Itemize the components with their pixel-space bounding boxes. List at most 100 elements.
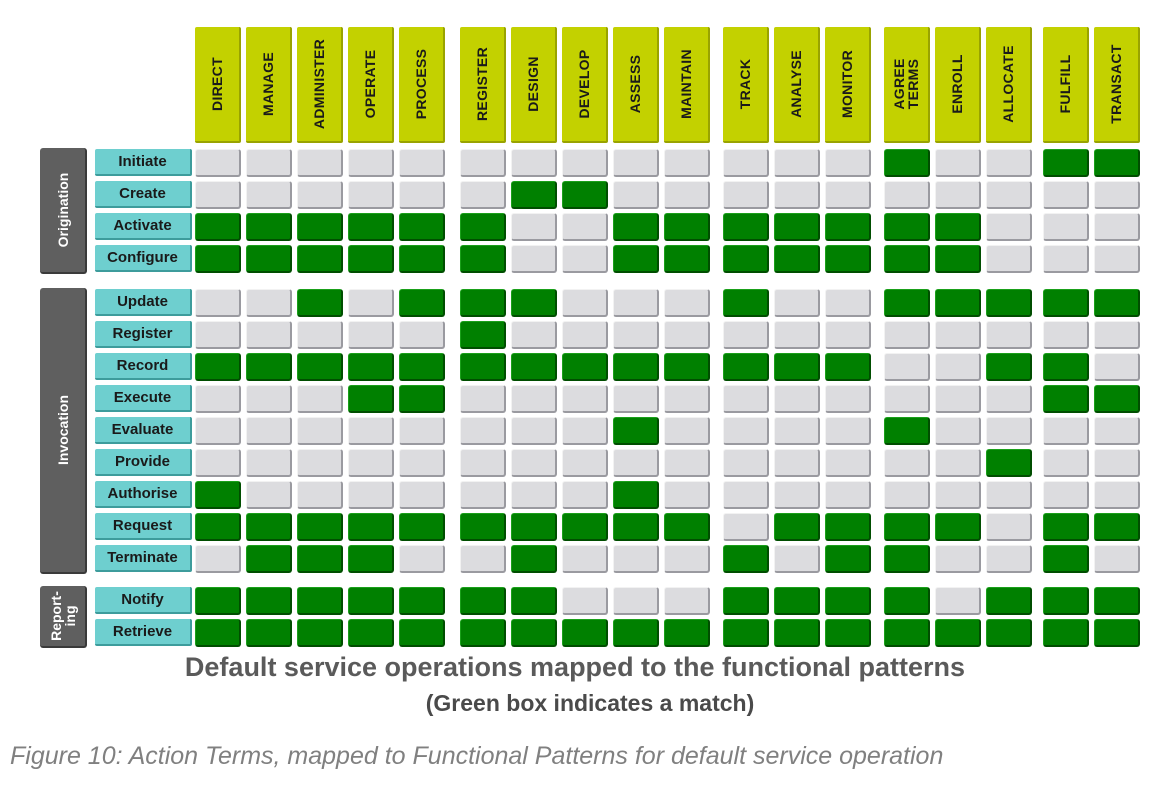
empty-cell [935,181,981,209]
empty-cell [562,149,608,177]
match-cell [297,587,343,615]
group-label-text: Origination [54,172,71,248]
empty-cell [723,513,769,541]
empty-cell [195,149,241,177]
row-label-record: Record [95,353,192,380]
match-cell [986,619,1032,647]
empty-cell [613,587,659,615]
match-cell [562,513,608,541]
column-header-label: OPERATE [362,49,378,119]
match-cell [935,245,981,273]
empty-cell [935,449,981,477]
empty-cell [613,181,659,209]
match-cell [562,353,608,381]
match-cell [613,245,659,273]
match-cell [613,481,659,509]
empty-cell [1094,417,1140,445]
empty-cell [723,481,769,509]
column-header-transact: TRANSACT [1094,27,1140,143]
empty-cell [562,385,608,413]
match-cell [884,149,930,177]
empty-cell [884,385,930,413]
empty-cell [1043,321,1089,349]
row-label-initiate: Initiate [95,149,192,176]
column-header-allocate: ALLOCATE [986,27,1032,143]
match-cell [399,213,445,241]
match-cell [562,181,608,209]
column-header-process: PROCESS [399,27,445,143]
empty-cell [664,449,710,477]
match-cell [986,289,1032,317]
match-cell [195,619,241,647]
row-label-execute: Execute [95,385,192,412]
empty-cell [195,449,241,477]
match-cell [613,513,659,541]
empty-cell [562,213,608,241]
match-cell [1094,587,1140,615]
row-label-terminate: Terminate [95,545,192,572]
empty-cell [986,245,1032,273]
column-header-label: ASSESS [627,54,643,114]
match-cell [297,513,343,541]
match-cell [460,245,506,273]
empty-cell [774,449,820,477]
empty-cell [825,181,871,209]
diagram-title: Default service operations mapped to the… [184,652,966,682]
empty-cell [511,149,557,177]
empty-cell [986,481,1032,509]
empty-cell [935,321,981,349]
empty-cell [246,481,292,509]
empty-cell [935,481,981,509]
match-cell [935,289,981,317]
empty-cell [460,481,506,509]
empty-cell [774,481,820,509]
empty-cell [297,449,343,477]
match-cell [348,587,394,615]
match-cell [613,353,659,381]
column-header-fulfill: FULFILL [1043,27,1089,143]
empty-cell [774,321,820,349]
match-cell [664,353,710,381]
match-cell [348,213,394,241]
empty-cell [986,417,1032,445]
column-header-label: AGREE TERMS [891,58,921,110]
empty-cell [460,417,506,445]
empty-cell [348,181,394,209]
match-cell [723,587,769,615]
row-label-configure: Configure [95,245,192,272]
empty-cell [297,321,343,349]
match-cell [297,289,343,317]
empty-cell [935,353,981,381]
empty-cell [511,321,557,349]
group-label-origination: Origination [40,148,87,274]
empty-cell [297,149,343,177]
match-cell [774,353,820,381]
empty-cell [613,321,659,349]
match-cell [348,545,394,573]
match-cell [460,513,506,541]
match-cell [511,353,557,381]
empty-cell [613,385,659,413]
match-cell [195,245,241,273]
empty-cell [613,289,659,317]
column-header-label: ENROLL [949,54,965,114]
column-header-label: ADMINISTER [311,38,327,130]
empty-cell [1043,181,1089,209]
empty-cell [511,385,557,413]
empty-cell [195,321,241,349]
match-cell [664,619,710,647]
empty-cell [246,289,292,317]
column-header-monitor: MONITOR [825,27,871,143]
empty-cell [562,289,608,317]
empty-cell [723,417,769,445]
match-cell [246,213,292,241]
match-cell [825,545,871,573]
empty-cell [195,545,241,573]
empty-cell [1094,353,1140,381]
column-header-label: ANALYSE [788,50,804,118]
empty-cell [297,181,343,209]
column-header-label: TRACK [737,58,753,110]
match-cell [348,619,394,647]
match-cell [460,587,506,615]
empty-cell [723,181,769,209]
